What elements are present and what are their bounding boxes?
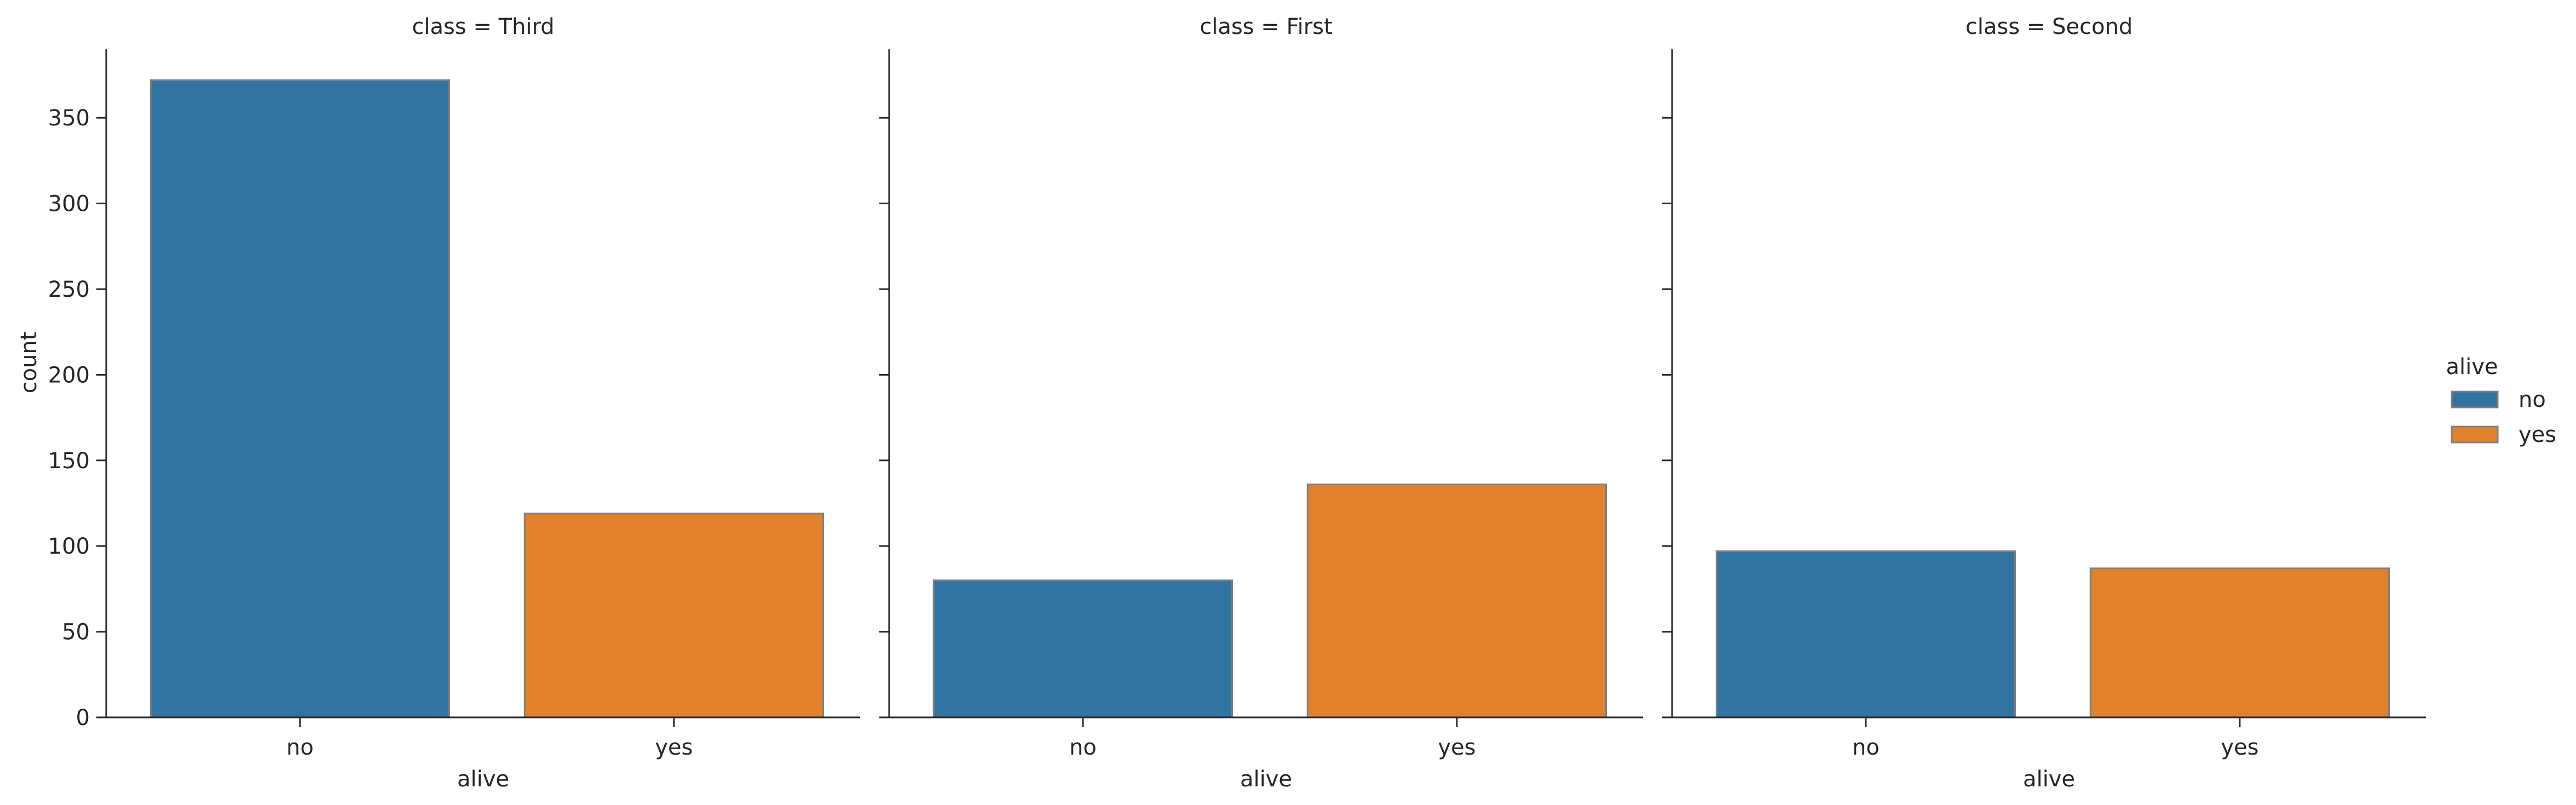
y-axis-label: count <box>16 332 42 394</box>
legend-swatch-yes <box>2451 426 2499 444</box>
bar-third-yes <box>523 513 825 718</box>
x-axis-label: alive <box>1240 767 1292 792</box>
facet-panel-third: class = Third 0 50 100 150 200 250 300 350 no yes a… <box>48 14 860 792</box>
legend-swatch-no <box>2451 390 2499 409</box>
x-tick-label: no <box>1852 735 1880 760</box>
x-tick-label: yes <box>1438 735 1476 760</box>
y-tick-label: 100 <box>48 534 90 559</box>
x-tick-label: no <box>286 735 314 760</box>
x-axis-label: alive <box>457 767 509 792</box>
y-tick-label: 200 <box>48 363 90 388</box>
y-tick-label: 50 <box>62 620 90 645</box>
bar-second-no <box>1715 550 2016 718</box>
x-axis-label: alive <box>2023 767 2075 792</box>
x-tick-label: no <box>1069 735 1097 760</box>
facet-panel-second: class = Second no yes alive <box>1662 14 2426 792</box>
y-tick-label: 350 <box>48 106 90 131</box>
facet-panel-first: class = First no yes alive <box>879 14 1643 792</box>
bar-third-no <box>149 79 451 718</box>
facet-title: class = First <box>1200 14 1332 39</box>
legend: alive no yes <box>2446 354 2556 447</box>
facet-title: class = Third <box>412 14 554 39</box>
y-tick-label: 300 <box>48 192 90 217</box>
facet-title: class = Second <box>1966 14 2133 39</box>
bar-first-yes <box>1306 484 1607 718</box>
x-tick-label: yes <box>655 735 693 760</box>
y-tick-label: 0 <box>76 705 90 731</box>
bar-first-no <box>932 579 1234 718</box>
bar-second-yes <box>2089 567 2390 718</box>
legend-label-yes: yes <box>2519 422 2556 447</box>
y-tick-label: 250 <box>48 277 90 302</box>
facet-panels: class = Third 0 50 100 150 200 250 300 350 no yes a… <box>48 14 2426 792</box>
legend-title: alive <box>2446 354 2498 380</box>
legend-label-no: no <box>2519 387 2546 412</box>
y-tick-label: 150 <box>48 449 90 474</box>
x-tick-label: yes <box>2221 735 2258 760</box>
